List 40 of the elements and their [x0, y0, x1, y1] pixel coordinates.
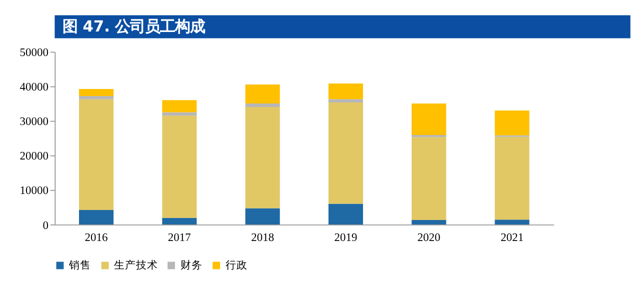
x-tick-label: 2016 — [84, 232, 108, 244]
chart-title: 图 47. 公司员工构成 — [62, 18, 206, 36]
bar — [494, 220, 530, 224]
bar — [412, 134, 446, 138]
bar — [412, 137, 446, 220]
x-tick-label: 2020 — [417, 232, 441, 244]
bar — [79, 89, 114, 96]
x-tick-label: 2018 — [251, 232, 274, 244]
legend-label: 生产技术 — [114, 258, 158, 272]
bar — [162, 218, 197, 224]
bar — [79, 210, 114, 224]
bar — [162, 116, 197, 218]
y-tick-label: 10000 — [20, 185, 49, 198]
bar — [245, 104, 280, 108]
bar — [162, 100, 197, 112]
y-tick-label: 20000 — [20, 150, 49, 163]
y-tick-label: 50000 — [20, 47, 49, 60]
bar — [412, 104, 446, 135]
bar — [245, 84, 280, 104]
y-tick-label: 30000 — [20, 116, 49, 128]
bar — [162, 112, 197, 116]
y-tick-label: 40000 — [20, 82, 49, 94]
legend-label: 行政 — [225, 259, 248, 272]
legend-label: 财务 — [180, 258, 202, 272]
bar — [79, 99, 114, 210]
legend-label: 销售 — [68, 259, 92, 272]
y-tick-label: 0 — [42, 220, 49, 232]
bar — [79, 96, 114, 100]
bar — [494, 110, 530, 136]
bar — [328, 84, 364, 100]
x-tick-label: 2017 — [168, 232, 192, 244]
bar — [328, 204, 364, 224]
bar — [328, 99, 364, 103]
bar — [245, 107, 280, 208]
bar — [412, 220, 446, 224]
bar — [245, 208, 280, 224]
bar — [328, 102, 364, 204]
bar — [494, 136, 530, 220]
x-tick-label: 2019 — [334, 232, 358, 244]
x-tick-label: 2021 — [500, 232, 524, 244]
